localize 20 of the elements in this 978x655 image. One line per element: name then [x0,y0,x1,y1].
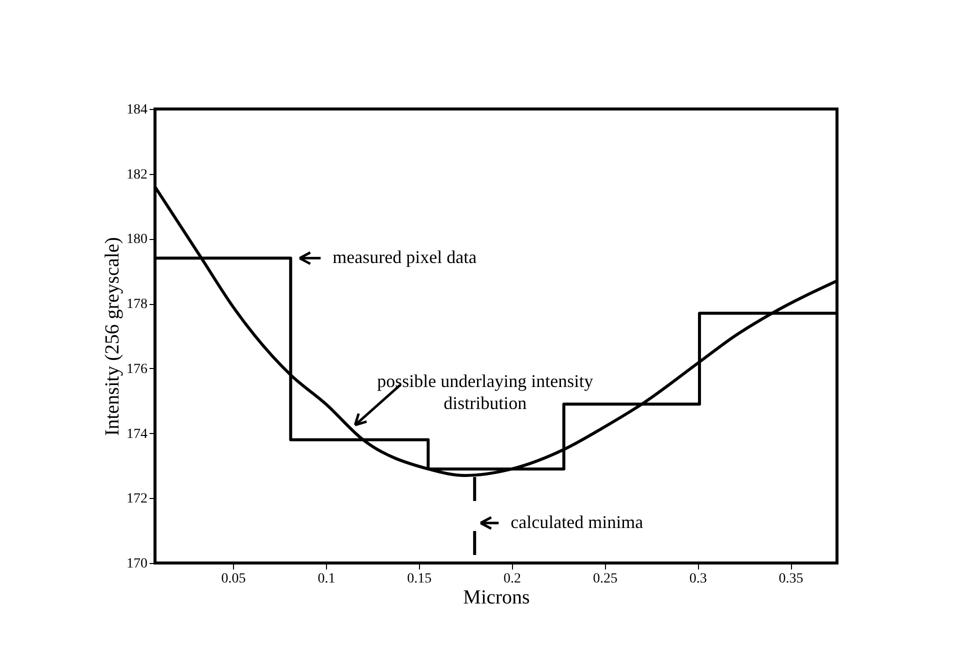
x-tick-label: 0.15 [407,572,432,586]
y-tick-label: 174 [126,426,148,442]
x-tick-label: 0.35 [778,572,804,586]
x-tick-label: 0.3 [689,572,707,586]
y-tick-label: 176 [126,362,148,377]
ref-line-label: calculated minima [510,512,644,532]
annotation: possible underlaying intensity distribution [377,371,594,414]
x-tick-label: 0.05 [221,572,246,586]
y-tick-label: 180 [126,232,148,248]
y-tick-label: 182 [126,167,148,182]
annotation: measured pixel data [332,247,477,268]
x-tick-label: 0.25 [592,572,618,586]
y-axis-title: Intensity (256 greyscale) [102,237,124,436]
x-tick-label: 0.1 [318,572,336,586]
y-tick-label: 184 [126,102,148,118]
y-tick-label: 170 [126,556,148,572]
x-tick-label: 0.2 [504,572,522,586]
x-axis-title: Microns [463,586,530,608]
y-tick-label: 172 [126,492,148,507]
y-tick-label: 178 [126,297,148,312]
